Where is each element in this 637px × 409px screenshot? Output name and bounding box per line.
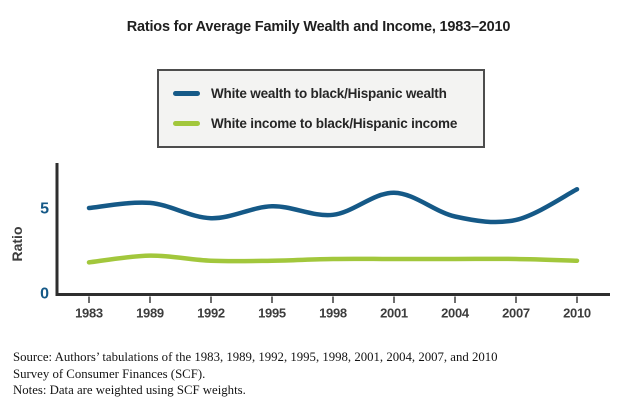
legend-item-income: White income to black/Hispanic income bbox=[173, 116, 483, 131]
source-note-line2: Survey of Consumer Finances (SCF). bbox=[13, 366, 206, 381]
chart-legend: White wealth to black/Hispanic wealth Wh… bbox=[157, 69, 485, 148]
wealth-line-swatch bbox=[173, 91, 200, 96]
wealth-ratio-line bbox=[86, 187, 580, 225]
chart-title: Ratios for Average Family Wealth and Inc… bbox=[126, 19, 511, 35]
x-tick-label: 2004 bbox=[441, 306, 470, 321]
y-tick-label: 5 bbox=[40, 201, 49, 218]
y-tick-label: 0 bbox=[40, 286, 49, 303]
source-note-line1: Source: Authors’ tabulations of the 1983… bbox=[13, 350, 498, 364]
x-tick-label: 1998 bbox=[319, 306, 347, 321]
source-notes: Source: Authors’ tabulations of the 1983… bbox=[13, 349, 623, 399]
legend-item-wealth: White wealth to black/Hispanic wealth bbox=[173, 86, 483, 101]
income-line-swatch bbox=[173, 121, 200, 126]
legend-label-wealth: White wealth to black/Hispanic wealth bbox=[211, 86, 447, 101]
x-tick-label: 1983 bbox=[75, 306, 103, 321]
x-tick-label: 1992 bbox=[197, 306, 225, 321]
x-tick-label: 2010 bbox=[563, 306, 591, 321]
legend-label-income: White income to black/Hispanic income bbox=[211, 116, 458, 131]
y-axis-title: Ratio bbox=[9, 227, 25, 262]
x-tick-label: 1995 bbox=[258, 306, 286, 321]
x-tick-label: 2007 bbox=[502, 306, 530, 321]
x-tick-label: 2001 bbox=[380, 306, 408, 321]
x-tick-label: 1989 bbox=[136, 306, 164, 321]
income-ratio-line bbox=[86, 253, 580, 265]
source-note-line3: Notes: Data are weighted using SCF weigh… bbox=[13, 383, 246, 397]
